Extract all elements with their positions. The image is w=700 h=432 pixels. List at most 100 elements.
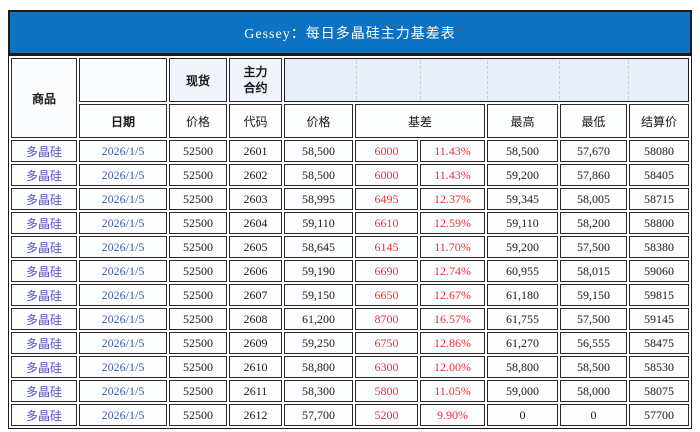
cell-settlement: 58405 bbox=[629, 164, 689, 186]
cell-low: 58,000 bbox=[560, 380, 627, 402]
table-row: 多晶硅 2026/1/5 52500 2610 58,800 6300 12.0… bbox=[11, 356, 689, 378]
cell-spot-price: 52500 bbox=[169, 212, 227, 234]
cell-settlement: 58800 bbox=[629, 212, 689, 234]
cell-basis: 5200 bbox=[355, 404, 418, 426]
cell-settlement: 58475 bbox=[629, 332, 689, 354]
cell-code: 2609 bbox=[229, 332, 282, 354]
cell-date: 2026/1/5 bbox=[79, 356, 167, 378]
cell-price: 58,500 bbox=[284, 140, 353, 162]
cell-low: 56,555 bbox=[560, 332, 627, 354]
header-commodity: 商品 bbox=[11, 58, 77, 138]
cell-basis-pct: 12.67% bbox=[420, 284, 485, 306]
cell-date: 2026/1/5 bbox=[79, 212, 167, 234]
cell-spot-price: 52500 bbox=[169, 260, 227, 282]
cell-price: 59,110 bbox=[284, 212, 353, 234]
cell-settlement: 59145 bbox=[629, 308, 689, 330]
cell-high: 58,500 bbox=[487, 140, 558, 162]
table-row: 多晶硅 2026/1/5 52500 2609 59,250 6750 12.8… bbox=[11, 332, 689, 354]
cell-basis-pct: 12.59% bbox=[420, 212, 485, 234]
header-row-2: 日期 价格 代码 价格 基差 最高 最低 结算价 bbox=[11, 104, 689, 138]
header-spot: 现货 bbox=[169, 58, 227, 102]
cell-commodity: 多晶硅 bbox=[11, 164, 77, 186]
table-row: 多晶硅 2026/1/5 52500 2612 57,700 5200 9.90… bbox=[11, 404, 689, 426]
cell-code: 2612 bbox=[229, 404, 282, 426]
cell-high: 61,180 bbox=[487, 284, 558, 306]
cell-date: 2026/1/5 bbox=[79, 188, 167, 210]
cell-spot-price: 52500 bbox=[169, 404, 227, 426]
cell-price: 61,200 bbox=[284, 308, 353, 330]
cell-high: 0 bbox=[487, 404, 558, 426]
gridline bbox=[559, 61, 561, 99]
cell-commodity: 多晶硅 bbox=[11, 188, 77, 210]
cell-low: 0 bbox=[560, 404, 627, 426]
table-row: 多晶硅 2026/1/5 52500 2603 58,995 6495 12.3… bbox=[11, 188, 689, 210]
daily-basis-sheet: Gessey：每日多晶硅主力基差表 商品 现货 主力 合约 bbox=[8, 10, 692, 429]
cell-price: 58,300 bbox=[284, 380, 353, 402]
cell-price: 57,700 bbox=[284, 404, 353, 426]
cell-high: 61,270 bbox=[487, 332, 558, 354]
cell-date: 2026/1/5 bbox=[79, 236, 167, 258]
header-spot-price: 价格 bbox=[169, 104, 227, 138]
cell-basis-pct: 11.05% bbox=[420, 380, 485, 402]
page-title: Gessey：每日多晶硅主力基差表 bbox=[8, 10, 692, 55]
cell-price: 59,150 bbox=[284, 284, 353, 306]
cell-low: 57,860 bbox=[560, 164, 627, 186]
cell-settlement: 57700 bbox=[629, 404, 689, 426]
cell-low: 57,500 bbox=[560, 236, 627, 258]
cell-price: 58,995 bbox=[284, 188, 353, 210]
cell-high: 59,200 bbox=[487, 236, 558, 258]
cell-basis-pct: 12.37% bbox=[420, 188, 485, 210]
cell-price: 59,190 bbox=[284, 260, 353, 282]
table-row: 多晶硅 2026/1/5 52500 2611 58,300 5800 11.0… bbox=[11, 380, 689, 402]
cell-date: 2026/1/5 bbox=[79, 164, 167, 186]
cell-settlement: 58380 bbox=[629, 236, 689, 258]
cell-code: 2607 bbox=[229, 284, 282, 306]
cell-basis: 6610 bbox=[355, 212, 418, 234]
cell-low: 58,015 bbox=[560, 260, 627, 282]
cell-high: 61,755 bbox=[487, 308, 558, 330]
cell-settlement: 59060 bbox=[629, 260, 689, 282]
cell-high: 60,955 bbox=[487, 260, 558, 282]
cell-code: 2606 bbox=[229, 260, 282, 282]
table-row: 多晶硅 2026/1/5 52500 2605 58,645 6145 11.7… bbox=[11, 236, 689, 258]
cell-spot-price: 52500 bbox=[169, 332, 227, 354]
cell-date: 2026/1/5 bbox=[79, 140, 167, 162]
header-date: 日期 bbox=[79, 104, 167, 138]
header-merged-region bbox=[284, 58, 689, 102]
cell-low: 58,500 bbox=[560, 356, 627, 378]
cell-date: 2026/1/5 bbox=[79, 380, 167, 402]
cell-high: 59,000 bbox=[487, 380, 558, 402]
header-high: 最高 bbox=[487, 104, 558, 138]
cell-code: 2605 bbox=[229, 236, 282, 258]
cell-commodity: 多晶硅 bbox=[11, 212, 77, 234]
cell-settlement: 59815 bbox=[629, 284, 689, 306]
cell-price: 58,500 bbox=[284, 164, 353, 186]
cell-settlement: 58530 bbox=[629, 356, 689, 378]
cell-high: 59,200 bbox=[487, 164, 558, 186]
cell-commodity: 多晶硅 bbox=[11, 308, 77, 330]
header-empty-cell bbox=[79, 58, 167, 102]
cell-code: 2601 bbox=[229, 140, 282, 162]
cell-basis: 6495 bbox=[355, 188, 418, 210]
cell-spot-price: 52500 bbox=[169, 236, 227, 258]
cell-low: 58,005 bbox=[560, 188, 627, 210]
cell-high: 59,110 bbox=[487, 212, 558, 234]
header-low: 最低 bbox=[560, 104, 627, 138]
cell-basis: 6000 bbox=[355, 164, 418, 186]
header-basis: 基差 bbox=[355, 104, 485, 138]
cell-code: 2610 bbox=[229, 356, 282, 378]
cell-commodity: 多晶硅 bbox=[11, 260, 77, 282]
cell-code: 2603 bbox=[229, 188, 282, 210]
cell-basis: 6300 bbox=[355, 356, 418, 378]
table-row: 多晶硅 2026/1/5 52500 2607 59,150 6650 12.6… bbox=[11, 284, 689, 306]
header-settlement: 结算价 bbox=[629, 104, 689, 138]
cell-basis: 6650 bbox=[355, 284, 418, 306]
cell-basis: 6000 bbox=[355, 140, 418, 162]
cell-basis: 6750 bbox=[355, 332, 418, 354]
cell-basis: 8700 bbox=[355, 308, 418, 330]
cell-spot-price: 52500 bbox=[169, 380, 227, 402]
cell-basis: 5800 bbox=[355, 380, 418, 402]
cell-code: 2602 bbox=[229, 164, 282, 186]
cell-low: 58,200 bbox=[560, 212, 627, 234]
cell-spot-price: 52500 bbox=[169, 284, 227, 306]
